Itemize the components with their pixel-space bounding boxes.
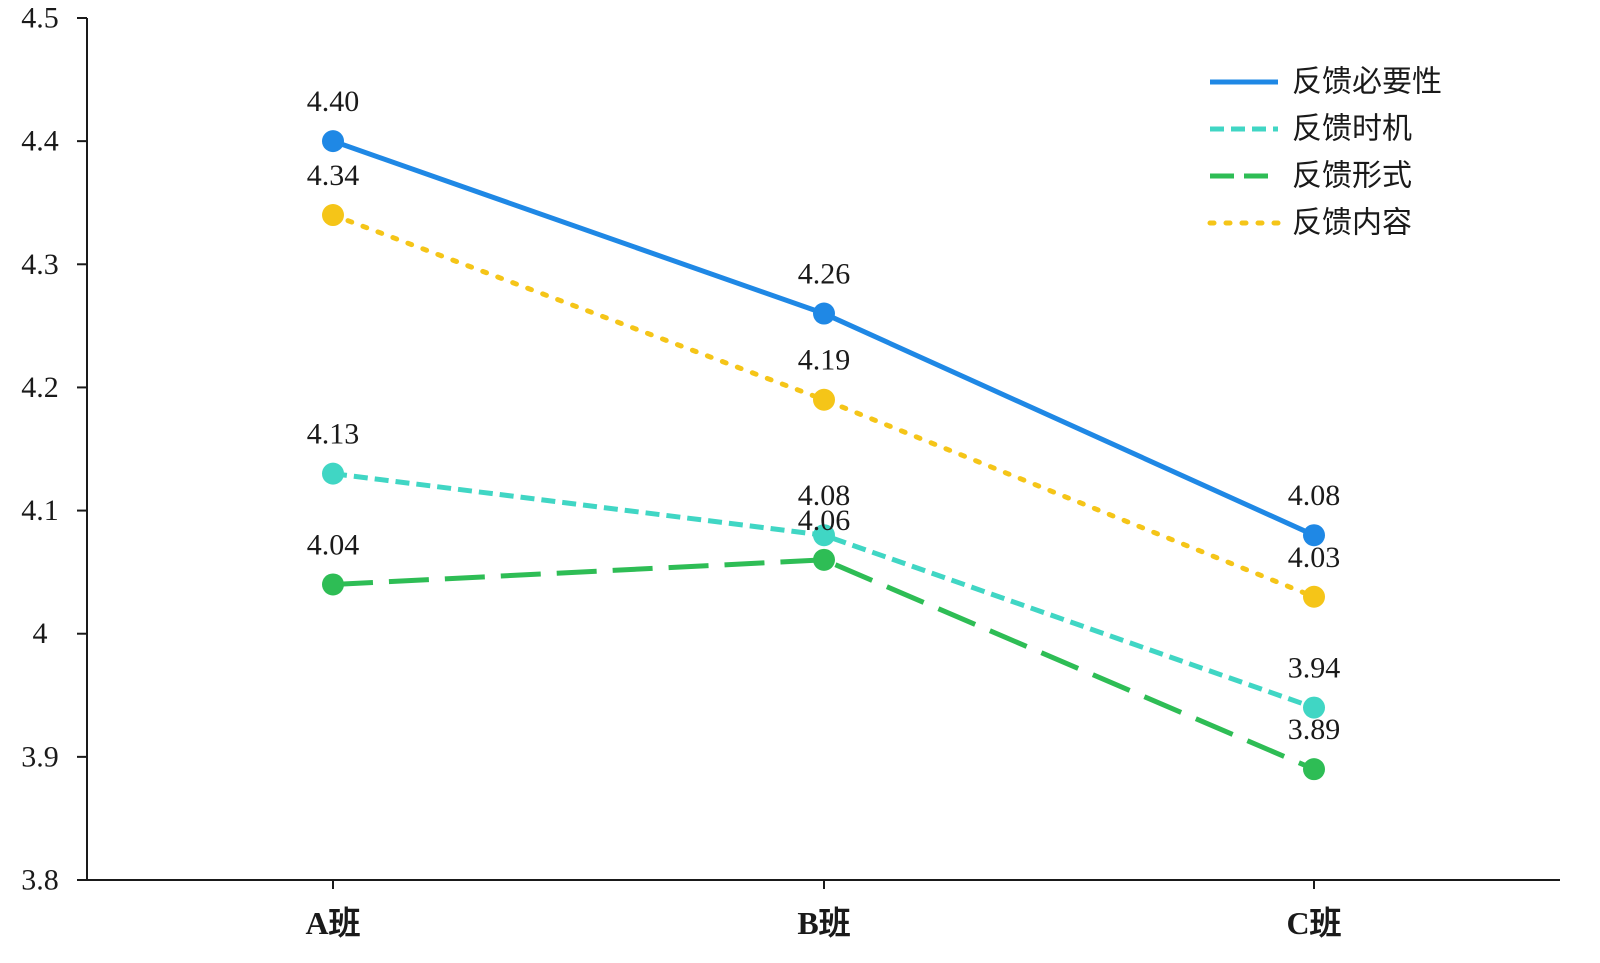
y-tick-label: 3.8 bbox=[21, 864, 59, 897]
data-point bbox=[322, 573, 344, 596]
series-line bbox=[332, 138, 1316, 538]
x-ticks: A班 B班 C班 bbox=[305, 880, 1342, 941]
data-label: 4.40 bbox=[307, 85, 360, 118]
data-point bbox=[813, 548, 835, 571]
data-label: 4.08 bbox=[1288, 479, 1341, 512]
legend-label: 反馈内容 bbox=[1292, 206, 1412, 241]
y-tick-label: 4.2 bbox=[21, 371, 59, 404]
data-labels: 4.40 4.26 4.08 4.13 4.08 3.94 4.04 4.06 3.89 4.34… bbox=[307, 85, 1341, 746]
data-label: 4.04 bbox=[307, 528, 360, 561]
y-ticks: 3.8 3.9 4 4.1 4.2 4.3 4.4 4.5 bbox=[21, 2, 87, 897]
data-point bbox=[322, 130, 344, 153]
data-point bbox=[813, 524, 835, 547]
y-tick-label: 4.3 bbox=[21, 248, 59, 281]
data-point bbox=[322, 462, 344, 485]
data-point bbox=[813, 388, 835, 411]
y-tick-label: 3.9 bbox=[21, 740, 59, 773]
legend-item: 反馈形式 bbox=[1210, 159, 1412, 194]
series-1 bbox=[322, 130, 1325, 547]
data-point bbox=[322, 204, 344, 227]
data-label: 3.94 bbox=[1288, 652, 1341, 685]
x-category-label: C班 bbox=[1286, 905, 1341, 941]
data-point bbox=[1303, 696, 1325, 719]
series-line bbox=[330, 212, 1317, 600]
data-label: 4.26 bbox=[798, 258, 851, 291]
series-2 bbox=[322, 462, 1325, 719]
y-tick-label: 4.5 bbox=[21, 2, 59, 35]
data-point bbox=[813, 302, 835, 325]
legend-item: 反馈内容 bbox=[1207, 206, 1412, 241]
data-point bbox=[1303, 585, 1325, 608]
data-label: 3.89 bbox=[1288, 713, 1341, 746]
data-point bbox=[1303, 758, 1325, 781]
legend-item: 反馈时机 bbox=[1210, 112, 1412, 147]
x-category-label: B班 bbox=[797, 905, 850, 941]
legend-item: 反馈必要性 bbox=[1210, 65, 1442, 100]
y-tick-label: 4.4 bbox=[21, 125, 59, 158]
data-label: 4.34 bbox=[307, 159, 360, 192]
series-layer bbox=[322, 130, 1325, 781]
series-line bbox=[332, 557, 1315, 772]
data-label: 4.03 bbox=[1288, 541, 1341, 574]
y-tick-label: 4 bbox=[33, 617, 48, 650]
legend-label: 反馈必要性 bbox=[1292, 65, 1442, 100]
y-tick-label: 4.1 bbox=[21, 494, 59, 527]
legend-label: 反馈时机 bbox=[1292, 112, 1412, 147]
series-4 bbox=[322, 204, 1325, 608]
x-category-label: A班 bbox=[305, 905, 360, 941]
data-label: 4.19 bbox=[798, 344, 851, 377]
data-label: 4.13 bbox=[307, 418, 360, 451]
legend-label: 反馈形式 bbox=[1292, 159, 1412, 194]
data-point bbox=[1303, 524, 1325, 547]
series-3 bbox=[322, 548, 1325, 781]
data-label: 4.06 bbox=[798, 504, 851, 537]
data-label: 4.08 bbox=[798, 479, 851, 512]
